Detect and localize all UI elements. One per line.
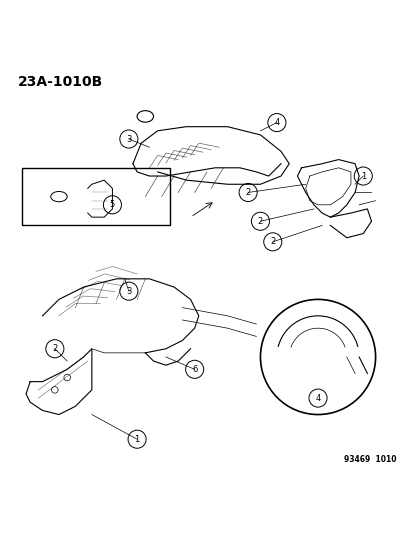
Text: 3: 3 [126, 134, 131, 143]
Text: 2: 2 [52, 344, 57, 353]
Text: 3: 3 [126, 287, 131, 296]
Text: 93469  1010: 93469 1010 [343, 455, 395, 464]
Text: 1: 1 [134, 435, 139, 443]
Text: 2: 2 [245, 188, 250, 197]
Text: 6: 6 [192, 365, 197, 374]
Text: 2: 2 [270, 237, 275, 246]
Text: 5: 5 [109, 200, 115, 209]
Text: 1: 1 [360, 172, 365, 181]
Text: 4: 4 [315, 393, 320, 402]
Text: 23A-1010B: 23A-1010B [18, 75, 103, 90]
Text: 4: 4 [274, 118, 279, 127]
Text: 2: 2 [257, 217, 262, 226]
